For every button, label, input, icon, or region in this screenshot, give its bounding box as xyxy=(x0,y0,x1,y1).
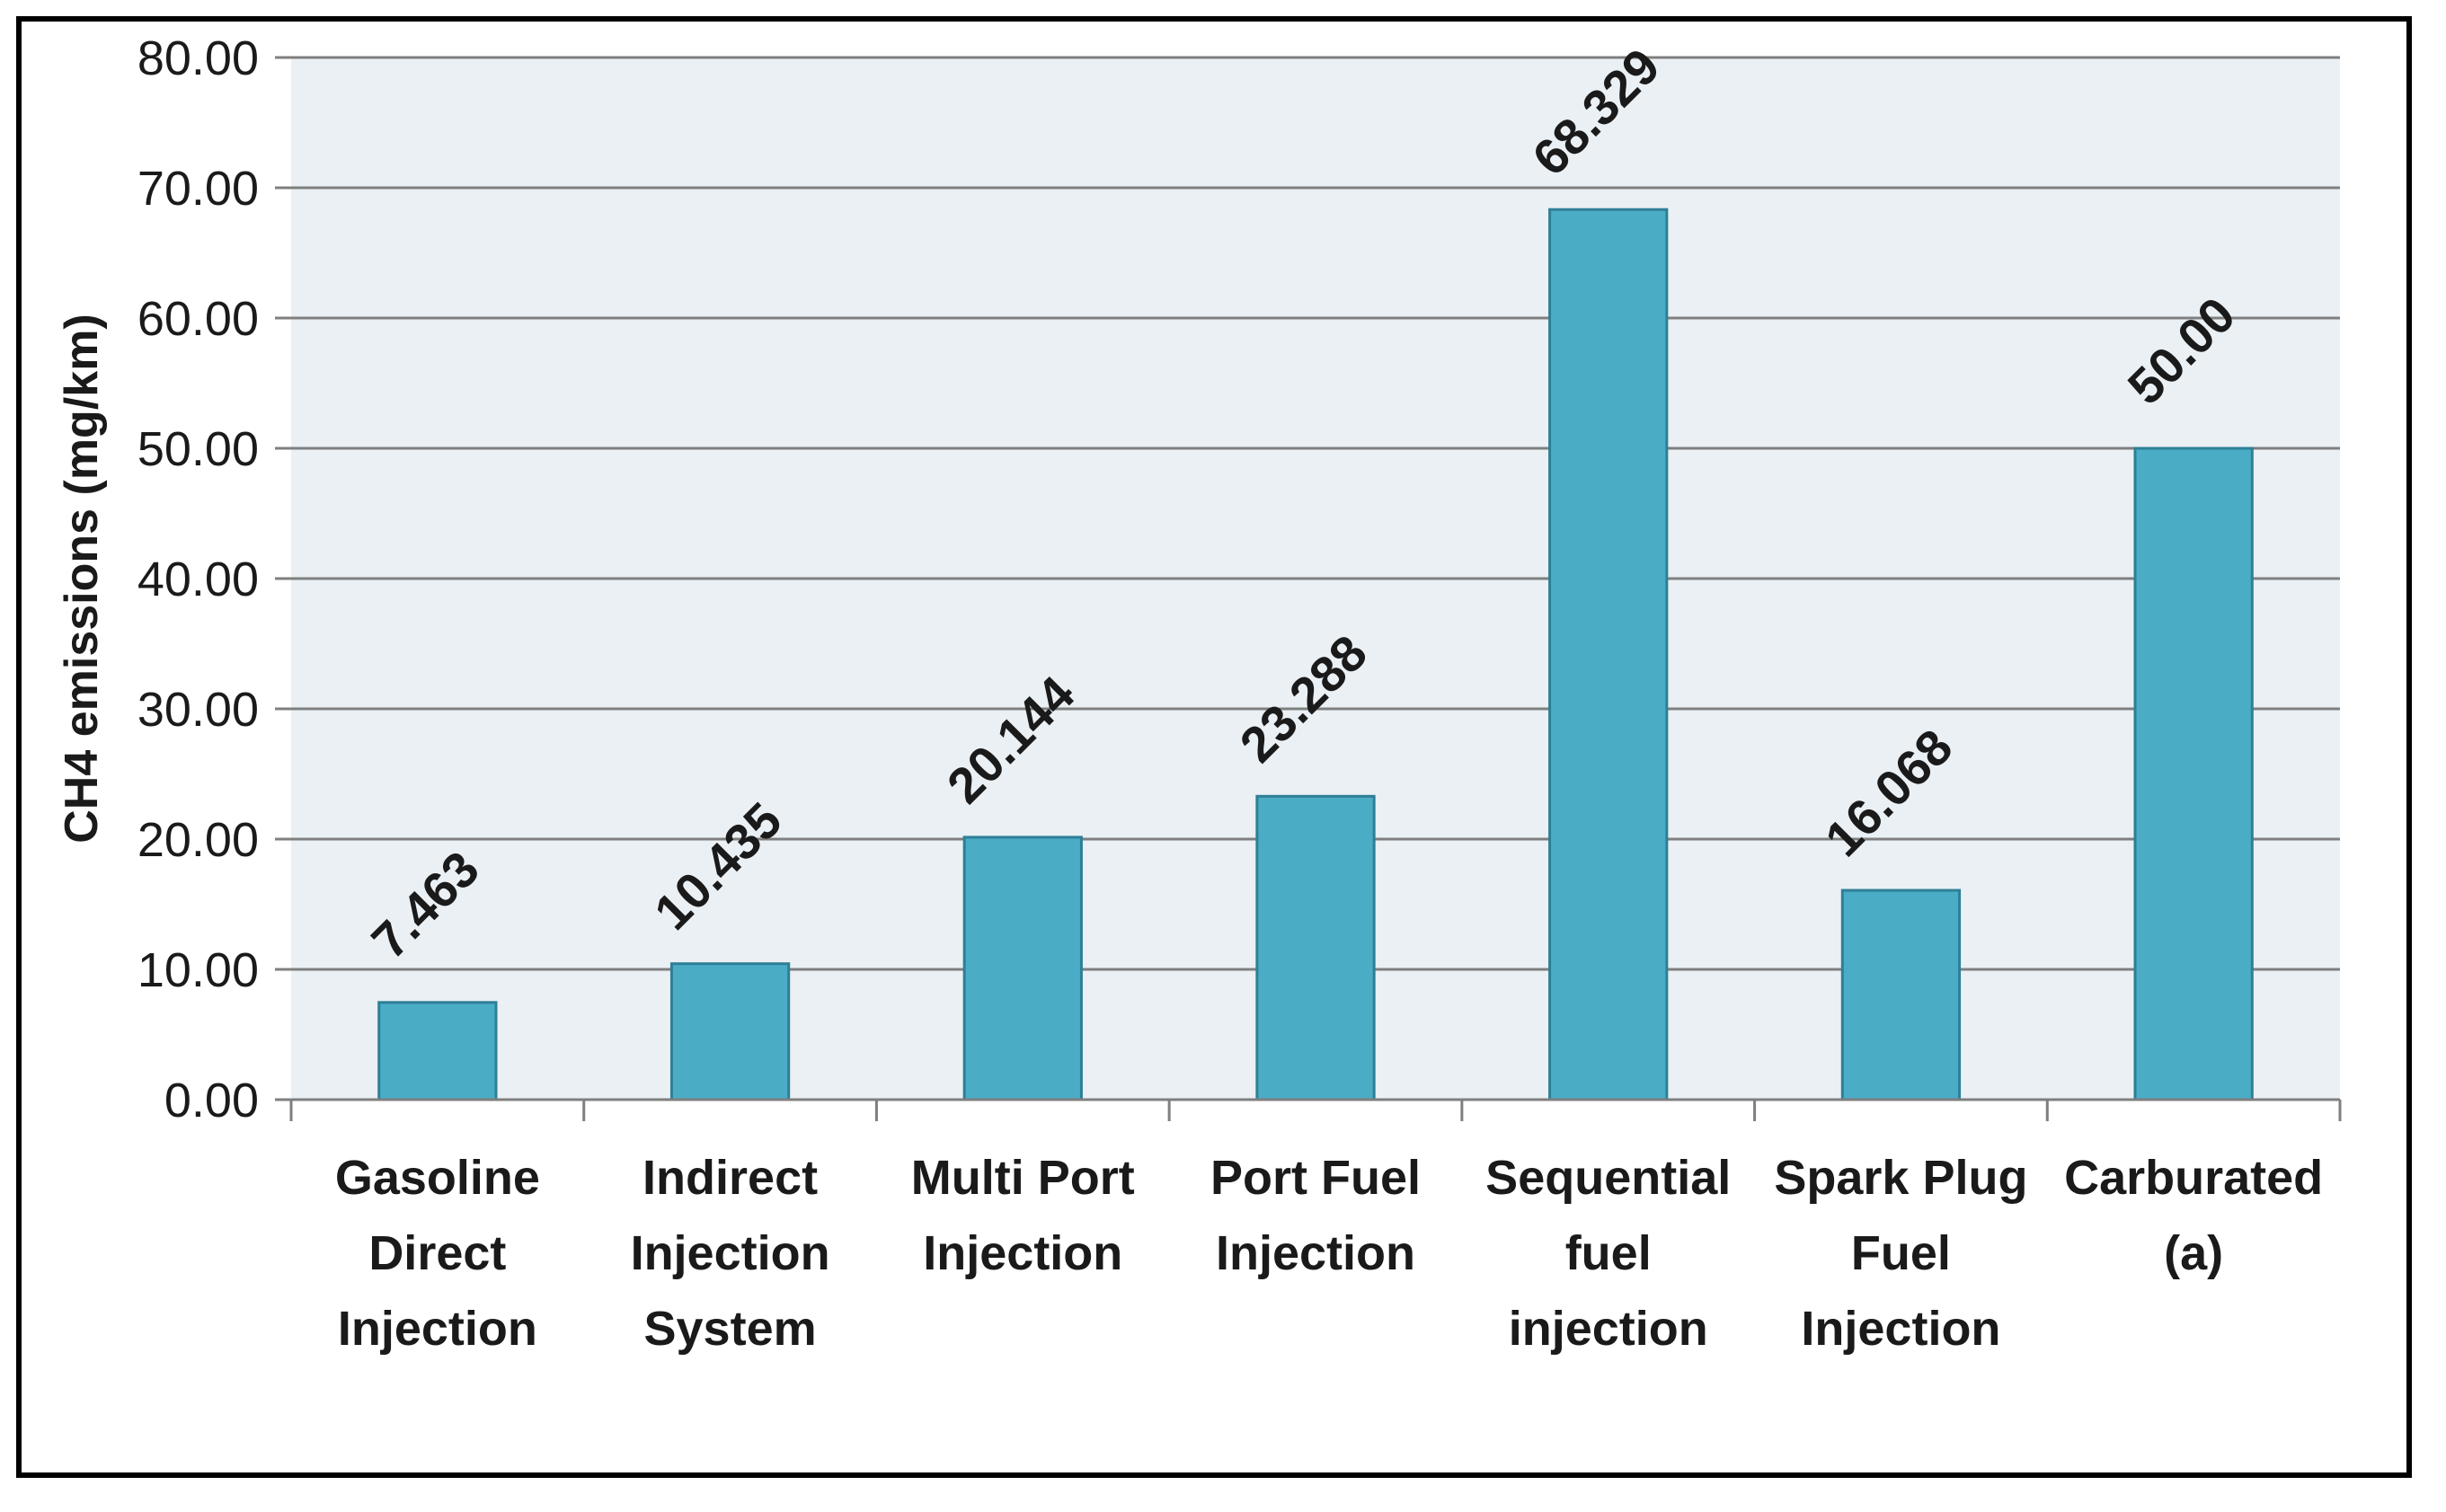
bar xyxy=(962,836,1083,1101)
category-label: Fuel xyxy=(1851,1226,1951,1280)
y-tick-label: 80.00 xyxy=(137,31,259,85)
category-label: Multi Port xyxy=(911,1151,1135,1205)
category-label: Injection xyxy=(1801,1302,2000,1356)
y-tick-label: 70.00 xyxy=(137,162,259,216)
bars xyxy=(377,208,2254,1101)
category-label: Direct xyxy=(368,1226,506,1280)
category-label: Injection xyxy=(338,1302,537,1356)
ch4-emissions-chart: 0.00 10.00 20.00 30.00 40.00 50.00 60.00 70.00 8… xyxy=(56,31,2342,1356)
category-label: Port Fuel xyxy=(1210,1151,1421,1205)
bar xyxy=(1840,889,1962,1101)
y-tick-label: 40.00 xyxy=(137,553,259,606)
y-axis-tick-labels: 0.00 10.00 20.00 30.00 40.00 50.00 60.00 70.00 8… xyxy=(137,31,259,1127)
x-axis xyxy=(275,1098,2342,1121)
y-tick-label: 50.00 xyxy=(137,422,259,476)
y-tick-label: 30.00 xyxy=(137,683,259,737)
category-label: Carburated xyxy=(2064,1151,2323,1205)
y-tick-label: 10.00 xyxy=(137,943,259,997)
category-label: Injection xyxy=(631,1226,830,1280)
y-axis-label: CH4 emissions (mg/km) xyxy=(56,314,108,844)
bar xyxy=(1548,208,1669,1101)
category-label: Indirect xyxy=(643,1151,818,1205)
y-tick-label: 60.00 xyxy=(137,292,259,346)
category-label: fuel xyxy=(1565,1226,1652,1280)
category-label: System xyxy=(644,1302,817,1356)
category-label: (a) xyxy=(2164,1226,2223,1280)
category-labels: Gasoline Direct Injection Indirect Injection… xyxy=(335,1151,2323,1356)
bar xyxy=(1255,794,1376,1101)
chart-frame: 0.00 10.00 20.00 30.00 40.00 50.00 60.00 70.00 8… xyxy=(16,16,2412,1478)
category-label: injection xyxy=(1509,1302,1708,1356)
category-label: Injection xyxy=(923,1226,1122,1280)
y-tick-label: 20.00 xyxy=(137,813,259,867)
bar xyxy=(669,962,791,1101)
bar xyxy=(377,1001,498,1101)
category-label: Sequential xyxy=(1485,1151,1731,1205)
y-tick-label: 0.00 xyxy=(164,1074,259,1127)
bar xyxy=(2133,447,2254,1101)
category-label: Injection xyxy=(1216,1226,1415,1280)
category-label: Spark Plug xyxy=(1774,1151,2027,1205)
category-label: Gasoline xyxy=(335,1151,540,1205)
